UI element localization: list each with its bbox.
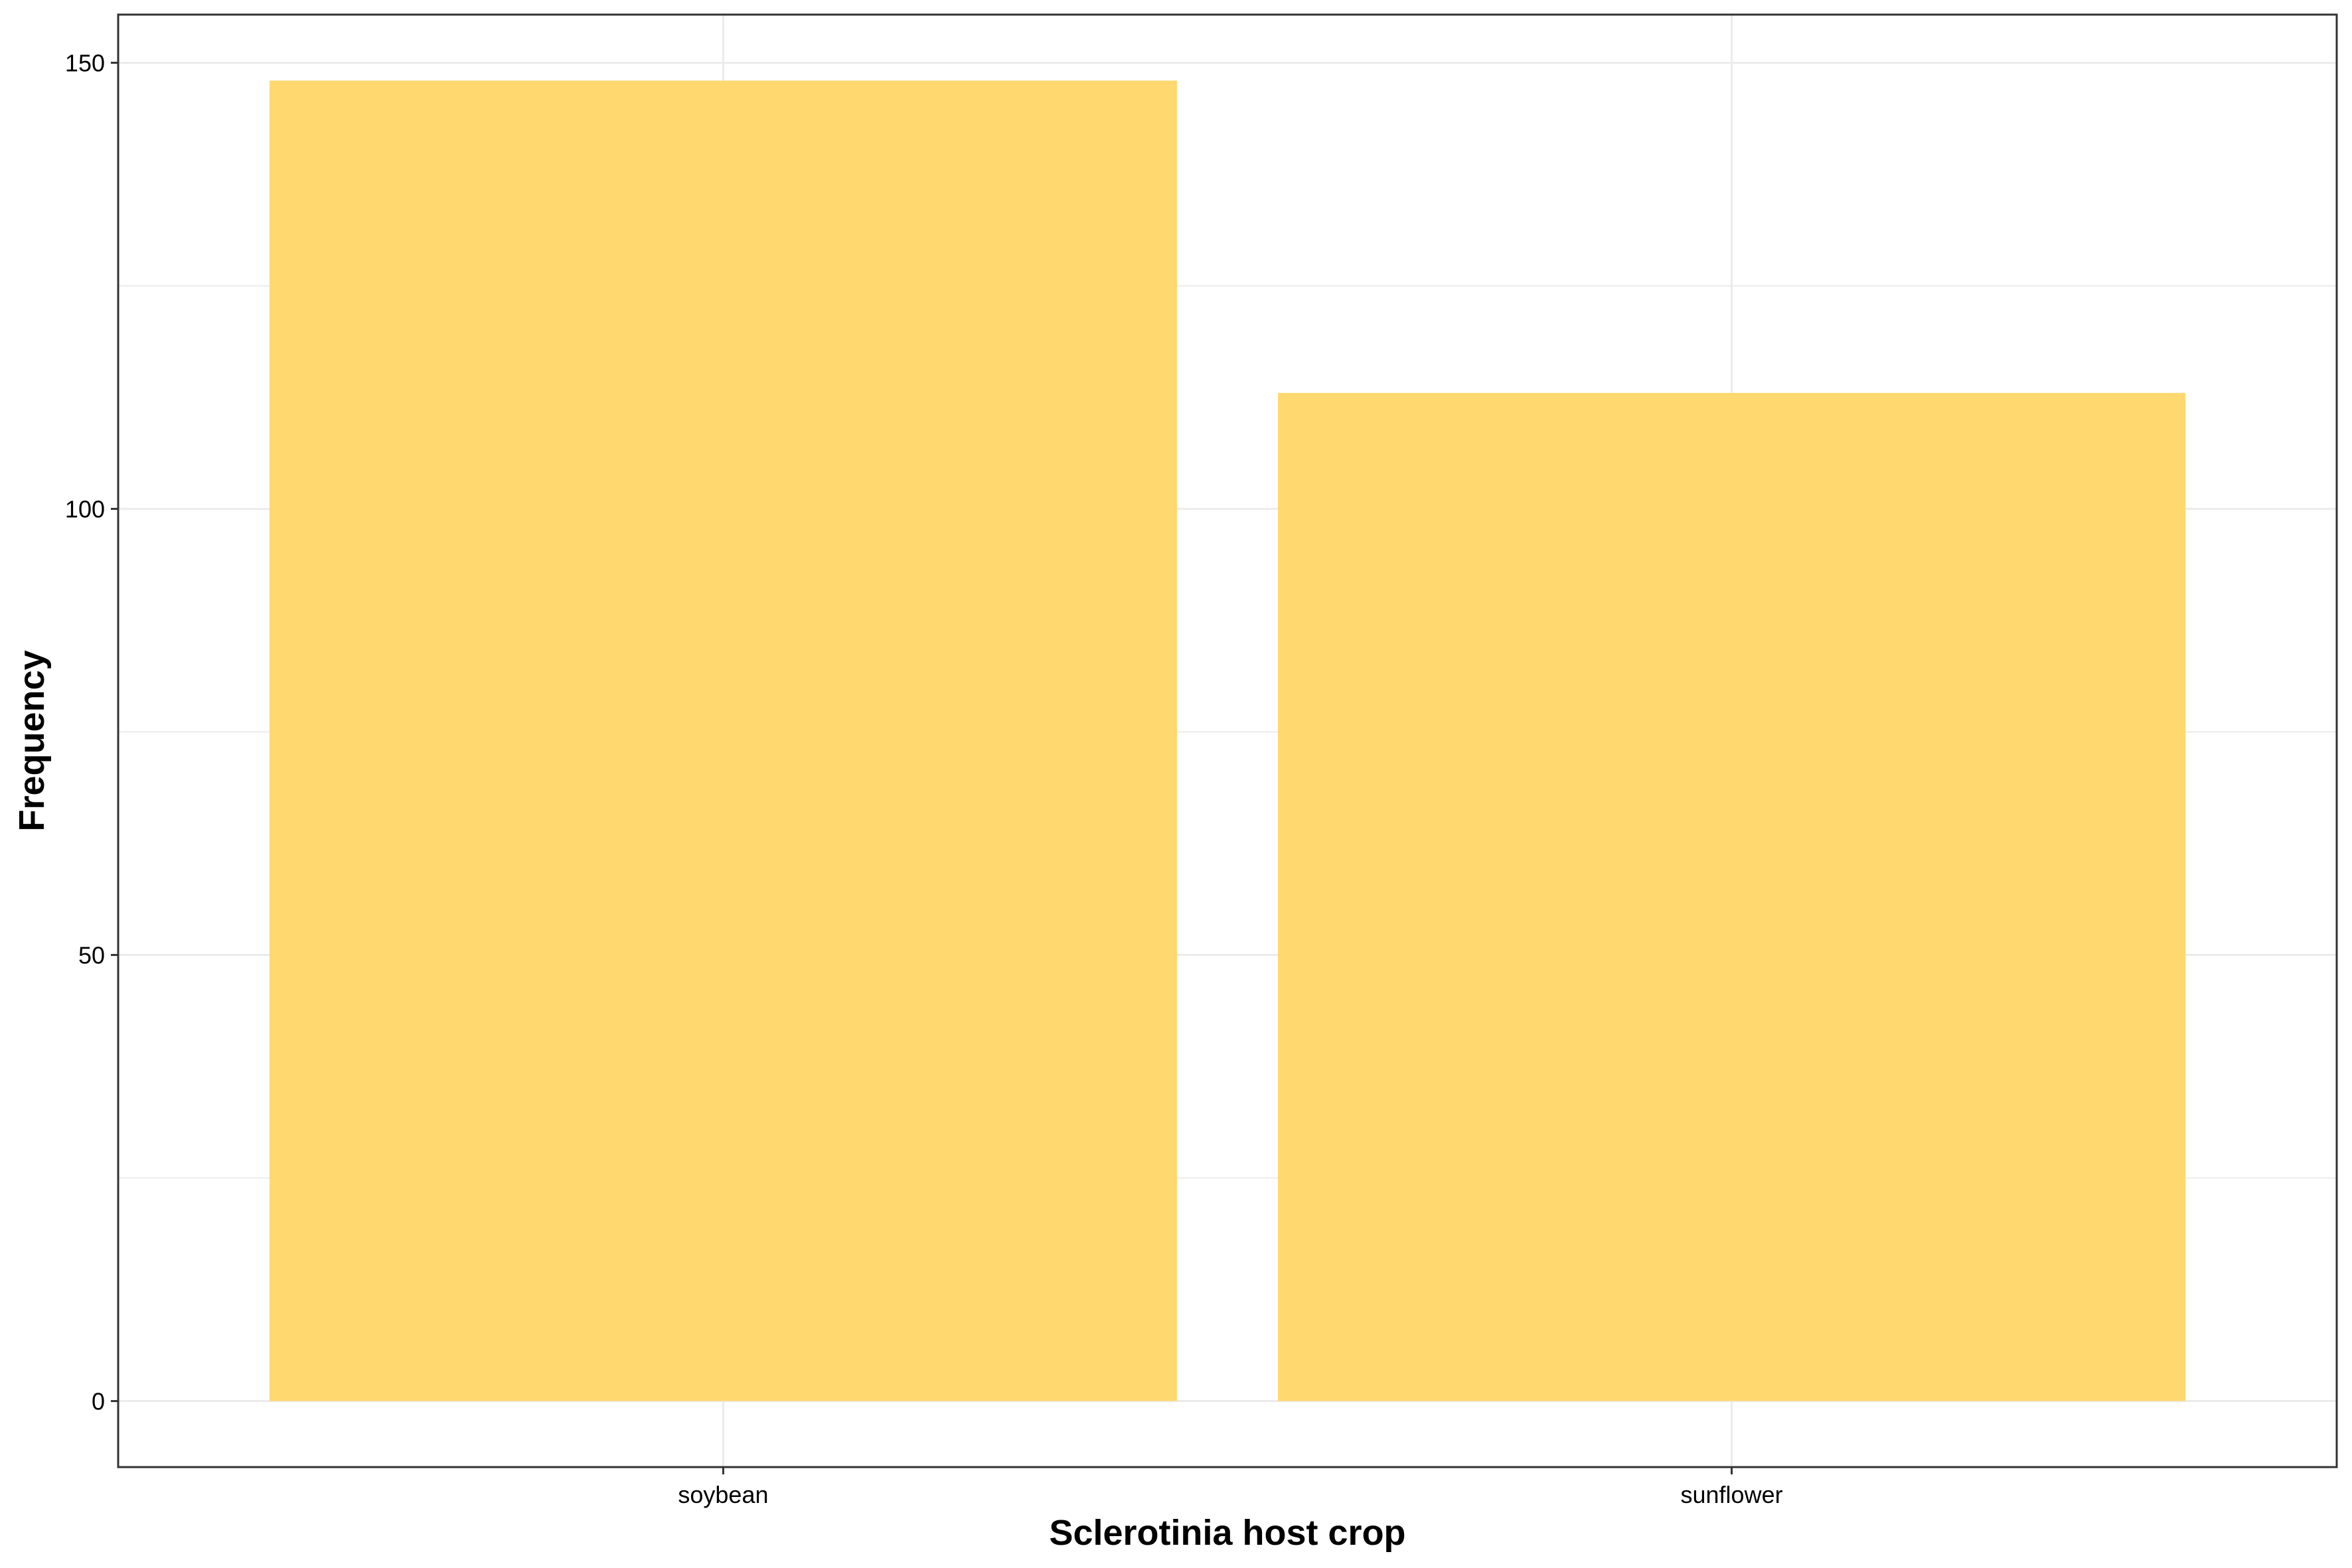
- y-tick-label: 150: [65, 50, 105, 77]
- y-tick-label: 100: [65, 496, 105, 523]
- x-tick-label-sunflower: sunflower: [1681, 1481, 1783, 1508]
- y-tick-label: 50: [78, 942, 105, 969]
- x-axis-title: Sclerotinia host crop: [1049, 1513, 1405, 1553]
- bar-soybean: [269, 80, 1178, 1401]
- x-axis: soybean sunflower: [678, 1467, 1783, 1508]
- y-axis: 0 50 100 150: [65, 50, 118, 1415]
- y-tick-label: 0: [92, 1388, 105, 1415]
- bars: [269, 80, 2186, 1401]
- bar-sunflower: [1277, 392, 2186, 1401]
- x-tick-label-soybean: soybean: [678, 1481, 768, 1508]
- panel-border: [117, 13, 2338, 1468]
- y-axis-title: Frequency: [12, 650, 52, 831]
